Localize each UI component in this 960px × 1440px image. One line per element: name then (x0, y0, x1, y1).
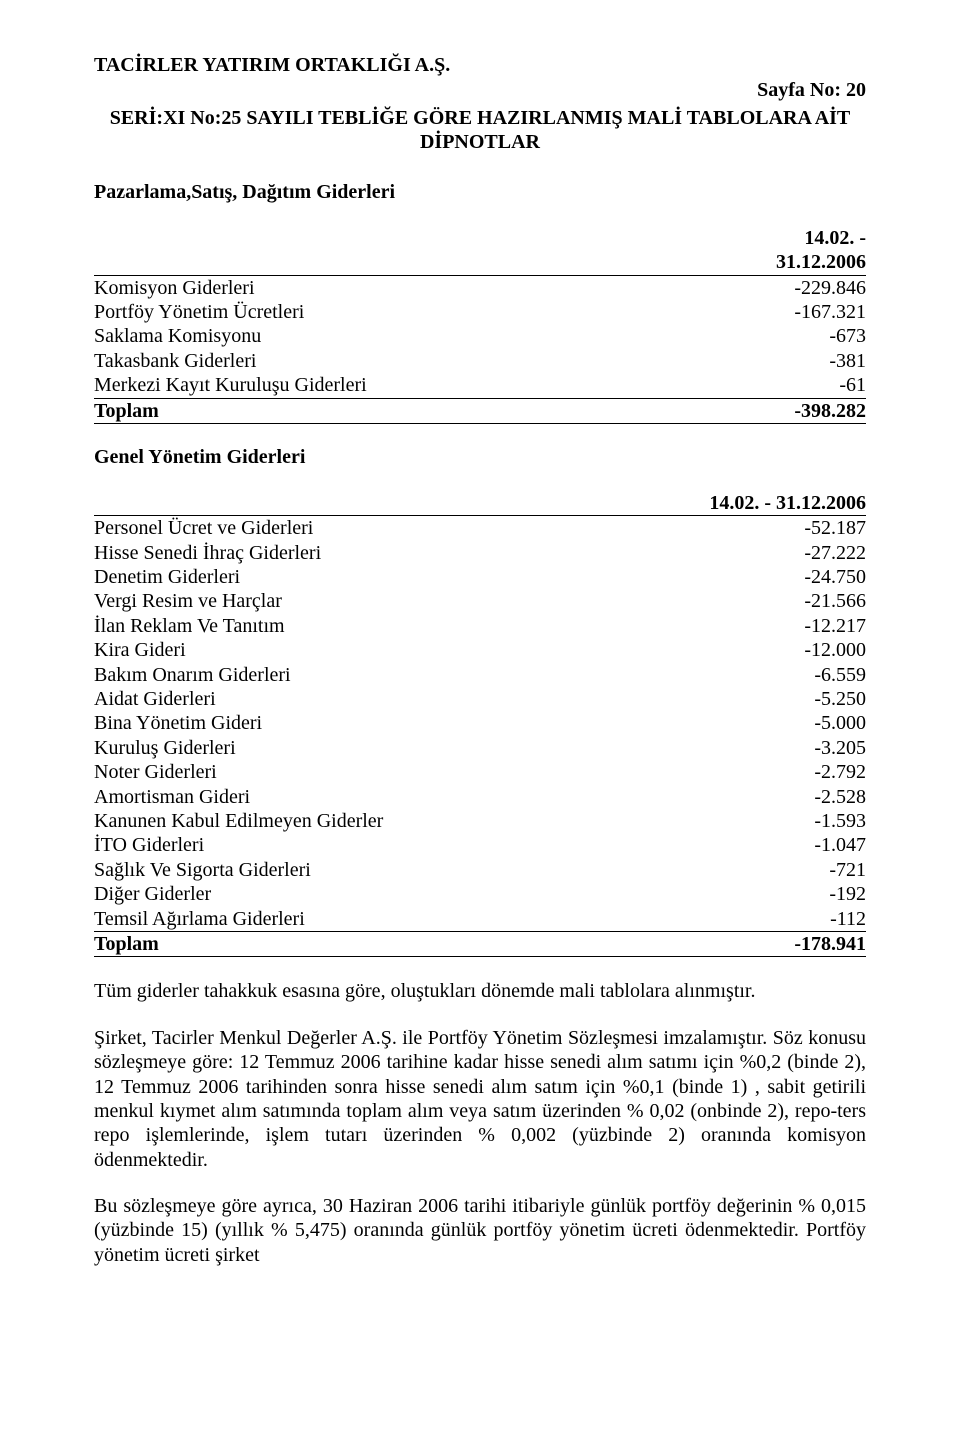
table-general: 14.02. - 31.12.2006 Personel Ücret ve Gi… (94, 491, 866, 957)
row-label: Kira Gideri (94, 638, 676, 662)
table-row: Bina Yönetim Gideri-5.000 (94, 711, 866, 735)
period-line-2: 31.12.2006 (734, 250, 866, 274)
period-line: 14.02. - 31.12.2006 (676, 491, 866, 515)
total-label: Toplam (94, 398, 734, 423)
row-value: -5.250 (676, 687, 866, 711)
table-row: Aidat Giderleri-5.250 (94, 687, 866, 711)
table-marketing: 14.02. - 31.12.2006 Komisyon Giderleri -… (94, 226, 866, 424)
row-label: Bina Yönetim Gideri (94, 711, 676, 735)
row-label: Portföy Yönetim Ücretleri (94, 300, 734, 324)
total-label: Toplam (94, 931, 676, 956)
row-value: -167.321 (734, 300, 866, 324)
table-row: İTO Giderleri-1.047 (94, 833, 866, 857)
row-label: Komisyon Giderleri (94, 275, 734, 300)
row-label: İTO Giderleri (94, 833, 676, 857)
row-label: Personel Ücret ve Giderleri (94, 516, 676, 541)
row-value: -721 (676, 858, 866, 882)
table-row: Temsil Ağırlama Giderleri-112 (94, 907, 866, 932)
row-label: Saklama Komisyonu (94, 324, 734, 348)
table-row: Portföy Yönetim Ücretleri -167.321 (94, 300, 866, 324)
table-row: Saklama Komisyonu -673 (94, 324, 866, 348)
row-value: -52.187 (676, 516, 866, 541)
row-value: -5.000 (676, 711, 866, 735)
row-label: Denetim Giderleri (94, 565, 676, 589)
row-value: -2.528 (676, 785, 866, 809)
page-container: TACİRLER YATIRIM ORTAKLIĞI A.Ş. Sayfa No… (0, 0, 960, 1440)
row-label: Diğer Giderler (94, 882, 676, 906)
row-label: Kanunen Kabul Edilmeyen Giderler (94, 809, 676, 833)
table-row: Bakım Onarım Giderleri-6.559 (94, 663, 866, 687)
subtitle-line-2: DİPNOTLAR (94, 130, 866, 154)
row-value: -6.559 (676, 663, 866, 687)
row-label: Takasbank Giderleri (94, 349, 734, 373)
total-value: -398.282 (734, 398, 866, 423)
total-value: -178.941 (676, 931, 866, 956)
row-label: Sağlık Ve Sigorta Giderleri (94, 858, 676, 882)
period-line-1: 14.02. - (734, 226, 866, 250)
table-row: Vergi Resim ve Harçlar-21.566 (94, 589, 866, 613)
section-title-general: Genel Yönetim Giderleri (94, 446, 866, 469)
table-total-row: Toplam -178.941 (94, 931, 866, 956)
row-value: -192 (676, 882, 866, 906)
row-label: İlan Reklam Ve Tanıtım (94, 614, 676, 638)
table-row: Diğer Giderler-192 (94, 882, 866, 906)
row-label: Temsil Ağırlama Giderleri (94, 907, 676, 932)
table-row: Kira Gideri-12.000 (94, 638, 866, 662)
section-title-marketing: Pazarlama,Satış, Dağıtım Giderleri (94, 181, 866, 204)
table-row: Kanunen Kabul Edilmeyen Giderler-1.593 (94, 809, 866, 833)
row-value: -112 (676, 907, 866, 932)
row-value: -21.566 (676, 589, 866, 613)
row-value: -1.593 (676, 809, 866, 833)
row-value: -1.047 (676, 833, 866, 857)
row-label: Aidat Giderleri (94, 687, 676, 711)
row-label: Kuruluş Giderleri (94, 736, 676, 760)
row-value: -27.222 (676, 541, 866, 565)
table-row: İlan Reklam Ve Tanıtım-12.217 (94, 614, 866, 638)
company-title: TACİRLER YATIRIM ORTAKLIĞI A.Ş. (94, 54, 866, 77)
row-label: Amortisman Gideri (94, 785, 676, 809)
row-value: -229.846 (734, 275, 866, 300)
subtitle-block: SERİ:XI No:25 SAYILI TEBLİĞE GÖRE HAZIRL… (94, 106, 866, 155)
table-row: Kuruluş Giderleri-3.205 (94, 736, 866, 760)
paragraph-3: Bu sözleşmeye göre ayrıca, 30 Haziran 20… (94, 1194, 866, 1267)
row-value: -673 (734, 324, 866, 348)
paragraph-1: Tüm giderler tahakkuk esasına göre, oluş… (94, 979, 866, 1003)
table-row: Denetim Giderleri-24.750 (94, 565, 866, 589)
table-row: Takasbank Giderleri -381 (94, 349, 866, 373)
row-value: -12.000 (676, 638, 866, 662)
table-row: Sağlık Ve Sigorta Giderleri-721 (94, 858, 866, 882)
row-value: -12.217 (676, 614, 866, 638)
row-label: Vergi Resim ve Harçlar (94, 589, 676, 613)
table-row: Komisyon Giderleri -229.846 (94, 275, 866, 300)
row-value: -381 (734, 349, 866, 373)
row-label: Hisse Senedi İhraç Giderleri (94, 541, 676, 565)
table-row: Amortisman Gideri-2.528 (94, 785, 866, 809)
row-value: -2.792 (676, 760, 866, 784)
row-label: Merkezi Kayıt Kuruluşu Giderleri (94, 373, 734, 398)
paragraph-2: Şirket, Tacirler Menkul Değerler A.Ş. il… (94, 1026, 866, 1172)
table-row: Merkezi Kayıt Kuruluşu Giderleri -61 (94, 373, 866, 398)
row-value: -24.750 (676, 565, 866, 589)
row-value: -61 (734, 373, 866, 398)
subtitle-line-1: SERİ:XI No:25 SAYILI TEBLİĞE GÖRE HAZIRL… (94, 106, 866, 130)
row-value: -3.205 (676, 736, 866, 760)
row-label: Bakım Onarım Giderleri (94, 663, 676, 687)
table-row: Hisse Senedi İhraç Giderleri-27.222 (94, 541, 866, 565)
table-total-row: Toplam -398.282 (94, 398, 866, 423)
page-number: Sayfa No: 20 (94, 79, 866, 102)
table-row: Personel Ücret ve Giderleri-52.187 (94, 516, 866, 541)
row-label: Noter Giderleri (94, 760, 676, 784)
table-row: Noter Giderleri-2.792 (94, 760, 866, 784)
